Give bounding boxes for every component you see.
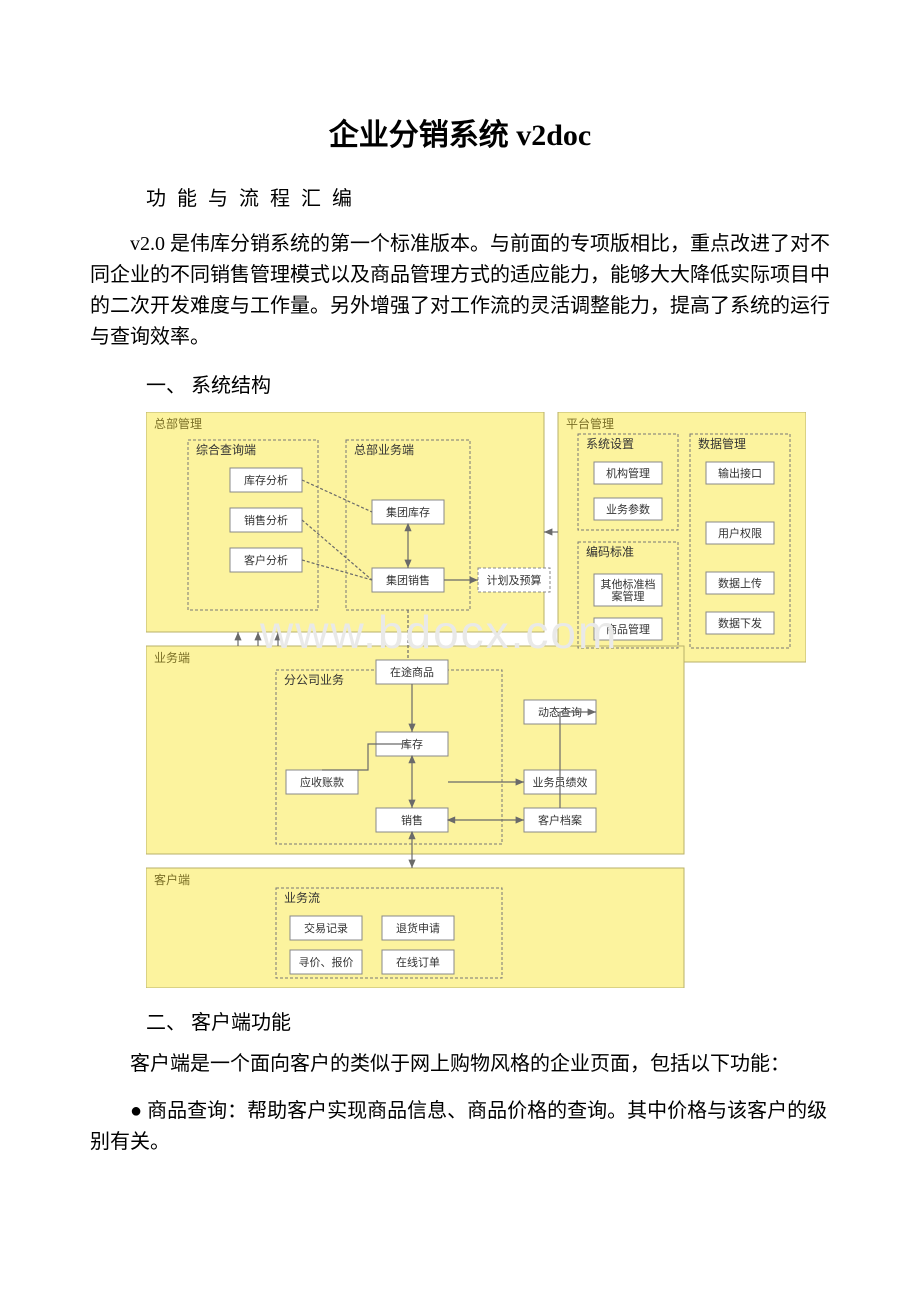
svg-text:总部业务端: 总部业务端 (354, 442, 414, 457)
svg-text:综合查询端: 综合查询端 (196, 442, 256, 457)
svg-text:编码标准: 编码标准 (586, 544, 634, 559)
system-architecture-diagram: 总部管理 平台管理业务端客户端 综合查询端 总部业务端 系统设置编码标准 数据管理分公司业… (146, 412, 830, 988)
svg-text:数据上传: 数据上传 (718, 576, 762, 590)
svg-text:客户分析: 客户分析 (244, 553, 288, 567)
svg-text:在线订单: 在线订单 (396, 955, 440, 969)
bullet-paragraph: ● 商品查询：帮助客户实现商品信息、商品价格的查询。其中价格与该客户的级别有关。 (90, 1096, 830, 1158)
svg-text:总部管理: 总部管理 (154, 416, 202, 431)
svg-text:数据管理: 数据管理 (698, 436, 746, 451)
svg-text:退货申请: 退货申请 (396, 921, 440, 935)
svg-text:分公司业务: 分公司业务 (284, 672, 344, 687)
svg-text:案管理: 案管理 (612, 589, 645, 603)
doc-title: 企业分销系统 v2doc (90, 110, 830, 154)
svg-text:在途商品: 在途商品 (390, 665, 434, 679)
client-paragraph: 客户端是一个面向客户的类似于网上购物风格的企业页面，包括以下功能： (90, 1049, 830, 1080)
svg-text:其他标准档: 其他标准档 (601, 577, 656, 591)
svg-text:客户档案: 客户档案 (538, 813, 582, 827)
svg-text:计划及预算: 计划及预算 (487, 573, 542, 587)
svg-text:用户权限: 用户权限 (718, 526, 762, 540)
intro-paragraph: v2.0 是伟库分销系统的第一个标准版本。与前面的专项版相比，重点改进了对不同企… (90, 229, 830, 353)
svg-text:系统设置: 系统设置 (586, 437, 634, 451)
svg-text:集团库存: 集团库存 (386, 505, 430, 519)
architecture-svg: 总部管理 平台管理业务端客户端 综合查询端 总部业务端 系统设置编码标准 数据管理分公司业… (146, 412, 806, 988)
svg-text:数据下发: 数据下发 (718, 616, 762, 630)
svg-text:平台管理: 平台管理 (566, 416, 614, 431)
doc-subtitle: 功 能 与 流 程 汇 编 (146, 182, 830, 211)
svg-text:销售分析: 销售分析 (244, 513, 288, 527)
svg-text:销售: 销售 (401, 813, 423, 827)
svg-text:机构管理: 机构管理 (606, 466, 650, 480)
svg-text:库存分析: 库存分析 (244, 473, 288, 487)
svg-text:业务流: 业务流 (284, 890, 320, 905)
svg-text:寻价、报价: 寻价、报价 (299, 955, 354, 969)
svg-text:业务参数: 业务参数 (606, 502, 650, 516)
svg-text:商品管理: 商品管理 (606, 622, 650, 636)
svg-text:交易记录: 交易记录 (304, 921, 348, 935)
svg-text:集团销售: 集团销售 (386, 573, 430, 587)
svg-text:业务端: 业务端 (154, 650, 190, 665)
svg-text:输出接口: 输出接口 (718, 466, 762, 480)
svg-text:客户端: 客户端 (154, 872, 190, 887)
svg-text:应收账款: 应收账款 (300, 775, 344, 789)
section-heading-2: 二、 客户端功能 (146, 1006, 830, 1035)
section-heading-1: 一、 系统结构 (146, 369, 830, 398)
